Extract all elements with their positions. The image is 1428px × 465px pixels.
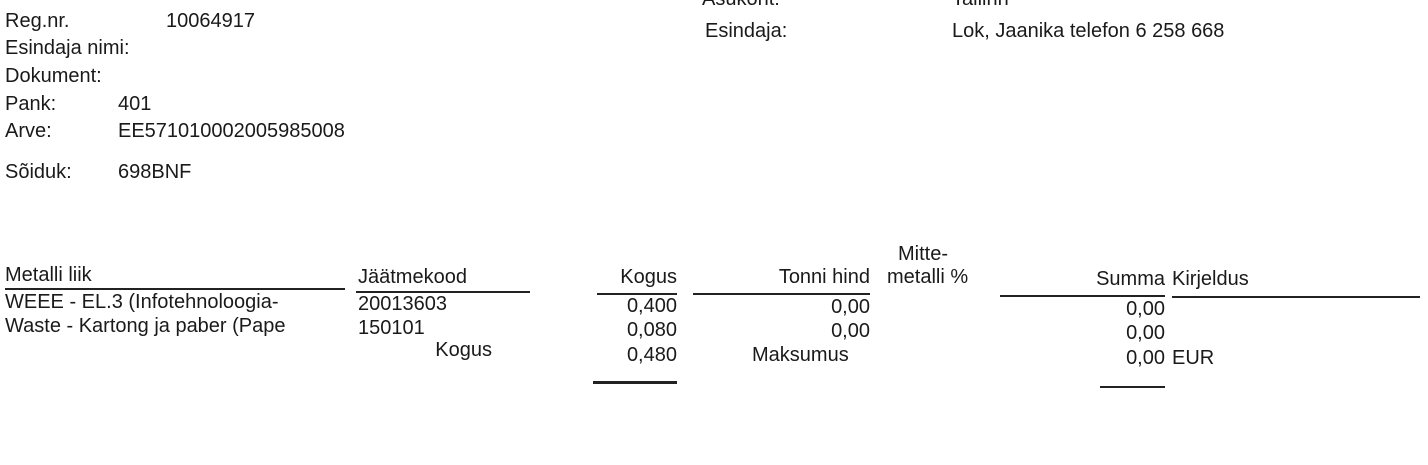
vehicle-value: 698BNF — [118, 161, 192, 183]
total-qty-label: Kogus — [435, 339, 492, 361]
col-sum: Summa — [1096, 268, 1165, 290]
sum: 0,00 — [1126, 298, 1165, 320]
rep-value: Lok, Jaanika telefon 6 258 668 — [952, 20, 1225, 42]
col-qty: Kogus — [620, 266, 677, 288]
qty: 0,080 — [626, 319, 677, 341]
divider — [5, 288, 345, 290]
col-desc: Kirjeldus — [1172, 268, 1249, 290]
total-sum: 0,00 — [1126, 347, 1165, 369]
qty: 0,400 — [626, 295, 677, 317]
price: 0,00 — [831, 296, 870, 318]
total-cost-label: Maksumus — [752, 344, 849, 366]
vehicle-label: Sõiduk: — [5, 161, 72, 183]
rep-label: Esindaja: — [705, 20, 788, 42]
code: 20013603 — [358, 293, 447, 315]
code: 150101 — [358, 317, 425, 339]
location-label: Asukoht: — [702, 0, 780, 10]
divider — [693, 293, 870, 295]
doc-label: Dokument: — [5, 65, 102, 87]
account-value: EE571010002005985008 — [118, 120, 345, 142]
divider — [356, 291, 530, 293]
divider — [1000, 295, 1165, 297]
bank-value: 401 — [118, 93, 152, 115]
total-divider — [1100, 386, 1165, 388]
total-qty: 0,480 — [626, 344, 677, 366]
col-code: Jäätmekood — [358, 266, 467, 288]
col-nonmetal-1: Mitte- — [898, 243, 948, 265]
divider — [1172, 296, 1420, 298]
currency: EUR — [1172, 347, 1215, 369]
reg-value: 10064917 — [166, 10, 255, 32]
col-metal: Metalli liik — [5, 264, 92, 286]
metal: WEEE - EL.3 (Infotehnoloogia- — [5, 291, 279, 313]
location-value: Tallinn — [952, 0, 1009, 10]
account-label: Arve: — [5, 120, 52, 142]
rep-name-label: Esindaja nimi: — [5, 37, 130, 59]
sum: 0,00 — [1126, 322, 1165, 344]
bank-label: Pank: — [5, 93, 57, 115]
divider — [597, 293, 677, 295]
metal: Waste - Kartong ja paber (Pape — [5, 315, 286, 337]
col-price: Tonni hind — [778, 266, 870, 288]
price: 0,00 — [831, 320, 870, 342]
total-divider — [593, 381, 677, 384]
reg-label: Reg.nr. — [5, 10, 70, 32]
col-nonmetal-2: metalli % — [887, 266, 969, 288]
